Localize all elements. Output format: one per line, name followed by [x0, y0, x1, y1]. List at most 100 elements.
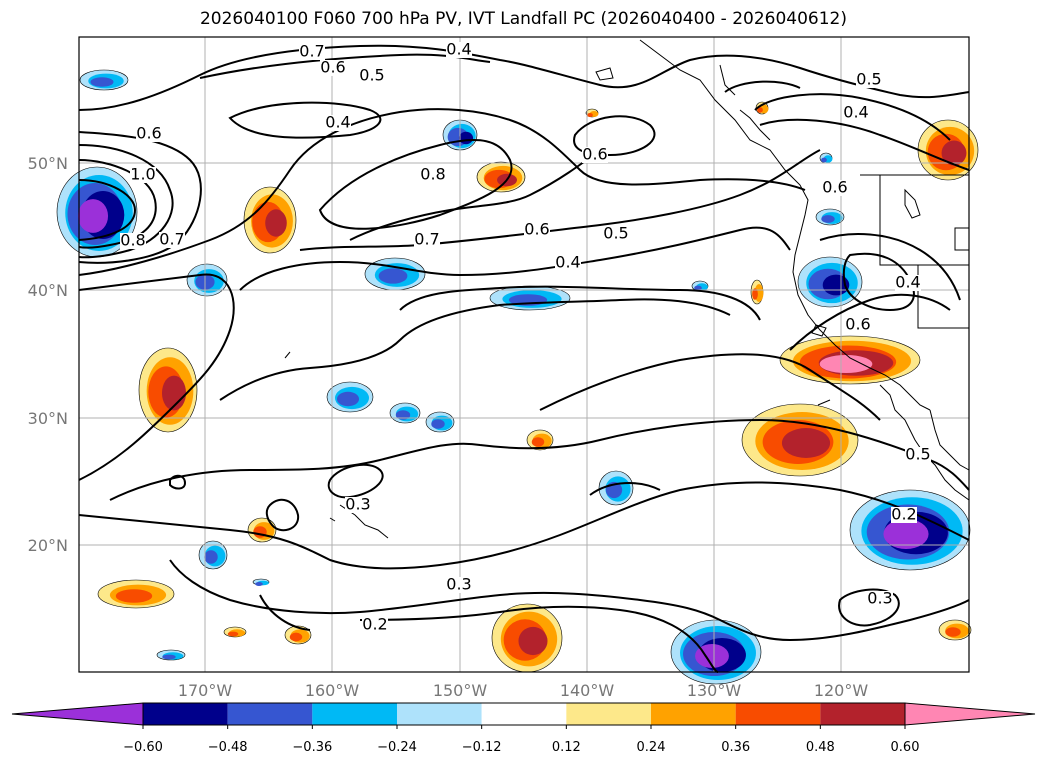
contour-label: 0.8 — [120, 231, 145, 250]
contour-label-bg — [524, 222, 550, 238]
contour-label-bg — [359, 68, 385, 84]
lon-label-140w: 140°W — [560, 681, 615, 700]
contour-label-bg — [603, 226, 629, 242]
contour-label: 0.3 — [446, 575, 471, 594]
contour-label: 0.4 — [325, 113, 350, 132]
pv-blob-nw-top — [79, 69, 129, 91]
contour-label: 0.5 — [359, 66, 384, 85]
colorbar-segment — [143, 703, 228, 725]
pv-blob-south-red — [491, 603, 563, 673]
pv-blob-center-blue — [326, 381, 374, 413]
contour-label-bg — [582, 147, 608, 163]
colorbar-tick-label: −0.48 — [208, 740, 248, 755]
pv-blob-center-blue3 — [425, 411, 455, 433]
map-frame — [78, 36, 970, 673]
contour-label-bg — [891, 507, 917, 523]
contour-label-bg — [845, 317, 871, 333]
pv-blob-center-blue2 — [389, 402, 421, 424]
contour-label-bg — [325, 115, 351, 131]
pv-blob-small-red — [755, 101, 769, 115]
contour-label-bg — [120, 233, 146, 249]
pv-blob-canada-blue — [815, 208, 845, 226]
lon-label-170w: 170°W — [178, 681, 233, 700]
contour-label: 0.4 — [895, 273, 920, 292]
contour-label: 0.6 — [845, 315, 870, 334]
contour-label: 0.6 — [582, 145, 607, 164]
pv-blob-baja-red — [779, 335, 921, 385]
colorbar-segment — [481, 703, 567, 725]
colorbar-extend-min — [11, 702, 144, 726]
pv-blob-sw-red — [97, 579, 175, 609]
pv-blob-small-red2 — [585, 108, 599, 118]
contour-label: 0.3 — [345, 495, 370, 514]
pv-blob-west-blue — [186, 263, 228, 297]
pv-blob-small-blue2 — [691, 280, 709, 292]
contour-label: 0.5 — [905, 445, 930, 464]
pv-blob-south-blue — [598, 470, 634, 506]
colorbar — [11, 702, 1036, 726]
contour-label: 0.5 — [603, 224, 628, 243]
lon-label-130w: 130°W — [687, 681, 742, 700]
colorbar-segment — [566, 703, 651, 725]
pv-blob-west-red2 — [247, 517, 277, 543]
colorbar-tick-label: 0.12 — [552, 740, 581, 755]
contour-label-bg — [414, 232, 440, 248]
pv-blob-center-red — [526, 429, 554, 451]
contour-label: 0.7 — [159, 230, 184, 249]
ivt-contours — [78, 44, 970, 673]
lat-label-50n: 50°N — [28, 154, 68, 173]
contour-label-bg — [136, 126, 162, 142]
colorbar-tick-label: 0.60 — [891, 740, 920, 755]
pv-blob-oregon-blue — [797, 256, 863, 308]
contour-label: 0.6 — [320, 58, 345, 77]
pv-blob-mexico-blue — [849, 489, 971, 571]
contour-label-bg — [555, 255, 581, 271]
contour-label: 0.8 — [420, 165, 445, 184]
colorbar-tick-label: −0.36 — [292, 740, 332, 755]
contour-label: 0.6 — [524, 220, 549, 239]
graticule — [79, 37, 969, 672]
contour-label: 0.5 — [856, 70, 881, 89]
contour-label: 0.4 — [555, 253, 580, 272]
contour-label-bg — [905, 447, 931, 463]
contour-label: 0.4 — [843, 103, 868, 122]
lon-label-150w: 150°W — [433, 681, 488, 700]
colorbar-segment — [312, 703, 397, 725]
colorbar-segment — [651, 703, 736, 725]
contour-label: 0.2 — [891, 505, 916, 524]
lat-label-40n: 40°N — [28, 281, 68, 300]
pv-blob-west-blue2 — [198, 540, 228, 570]
contour-label-bg — [299, 44, 325, 60]
lon-label-160w: 160°W — [305, 681, 360, 700]
colorbar-segment — [735, 703, 821, 725]
colorbar-tick-label: −0.12 — [462, 740, 502, 755]
contour-label-bg — [446, 577, 472, 593]
contour-label: 1.0 — [130, 165, 155, 184]
colorbar-segment — [397, 703, 482, 725]
contour-label-bg — [130, 167, 156, 183]
contour-label-bg — [446, 42, 472, 58]
contour-label: 0.7 — [299, 42, 324, 61]
pv-blob-bc-red — [750, 279, 764, 305]
pv-blob-sw-red3 — [223, 626, 247, 638]
contour-label-bg — [895, 275, 921, 291]
contour-label-bg — [320, 60, 346, 76]
colorbar-ticks: −0.60 −0.48 −0.36 −0.24 −0.12 0.12 0.24 0.36 0.4… — [123, 725, 919, 755]
pv-blob-gulf-red — [476, 161, 526, 193]
contour-label: 0.2 — [362, 615, 387, 634]
contour-label-bg — [345, 497, 371, 513]
pv-blob-mid-blue — [364, 257, 426, 291]
pv-blob-small-blue4 — [252, 578, 270, 586]
contour-label: 0.6 — [136, 124, 161, 143]
lat-label-20n: 20°N — [28, 536, 68, 555]
contour-label-bg — [822, 180, 848, 196]
contour-label-bg — [420, 167, 446, 183]
colorbar-segment — [820, 703, 905, 725]
colorbar-tick-label: 0.36 — [721, 740, 750, 755]
colorbar-tick-label: 0.24 — [637, 740, 666, 755]
colorbar-segment — [227, 703, 313, 725]
contour-label-bg — [867, 591, 893, 607]
colorbar-extend-max — [904, 702, 1036, 726]
contour-label: 0.6 — [822, 178, 847, 197]
pv-blob-small-blue3 — [156, 649, 186, 661]
